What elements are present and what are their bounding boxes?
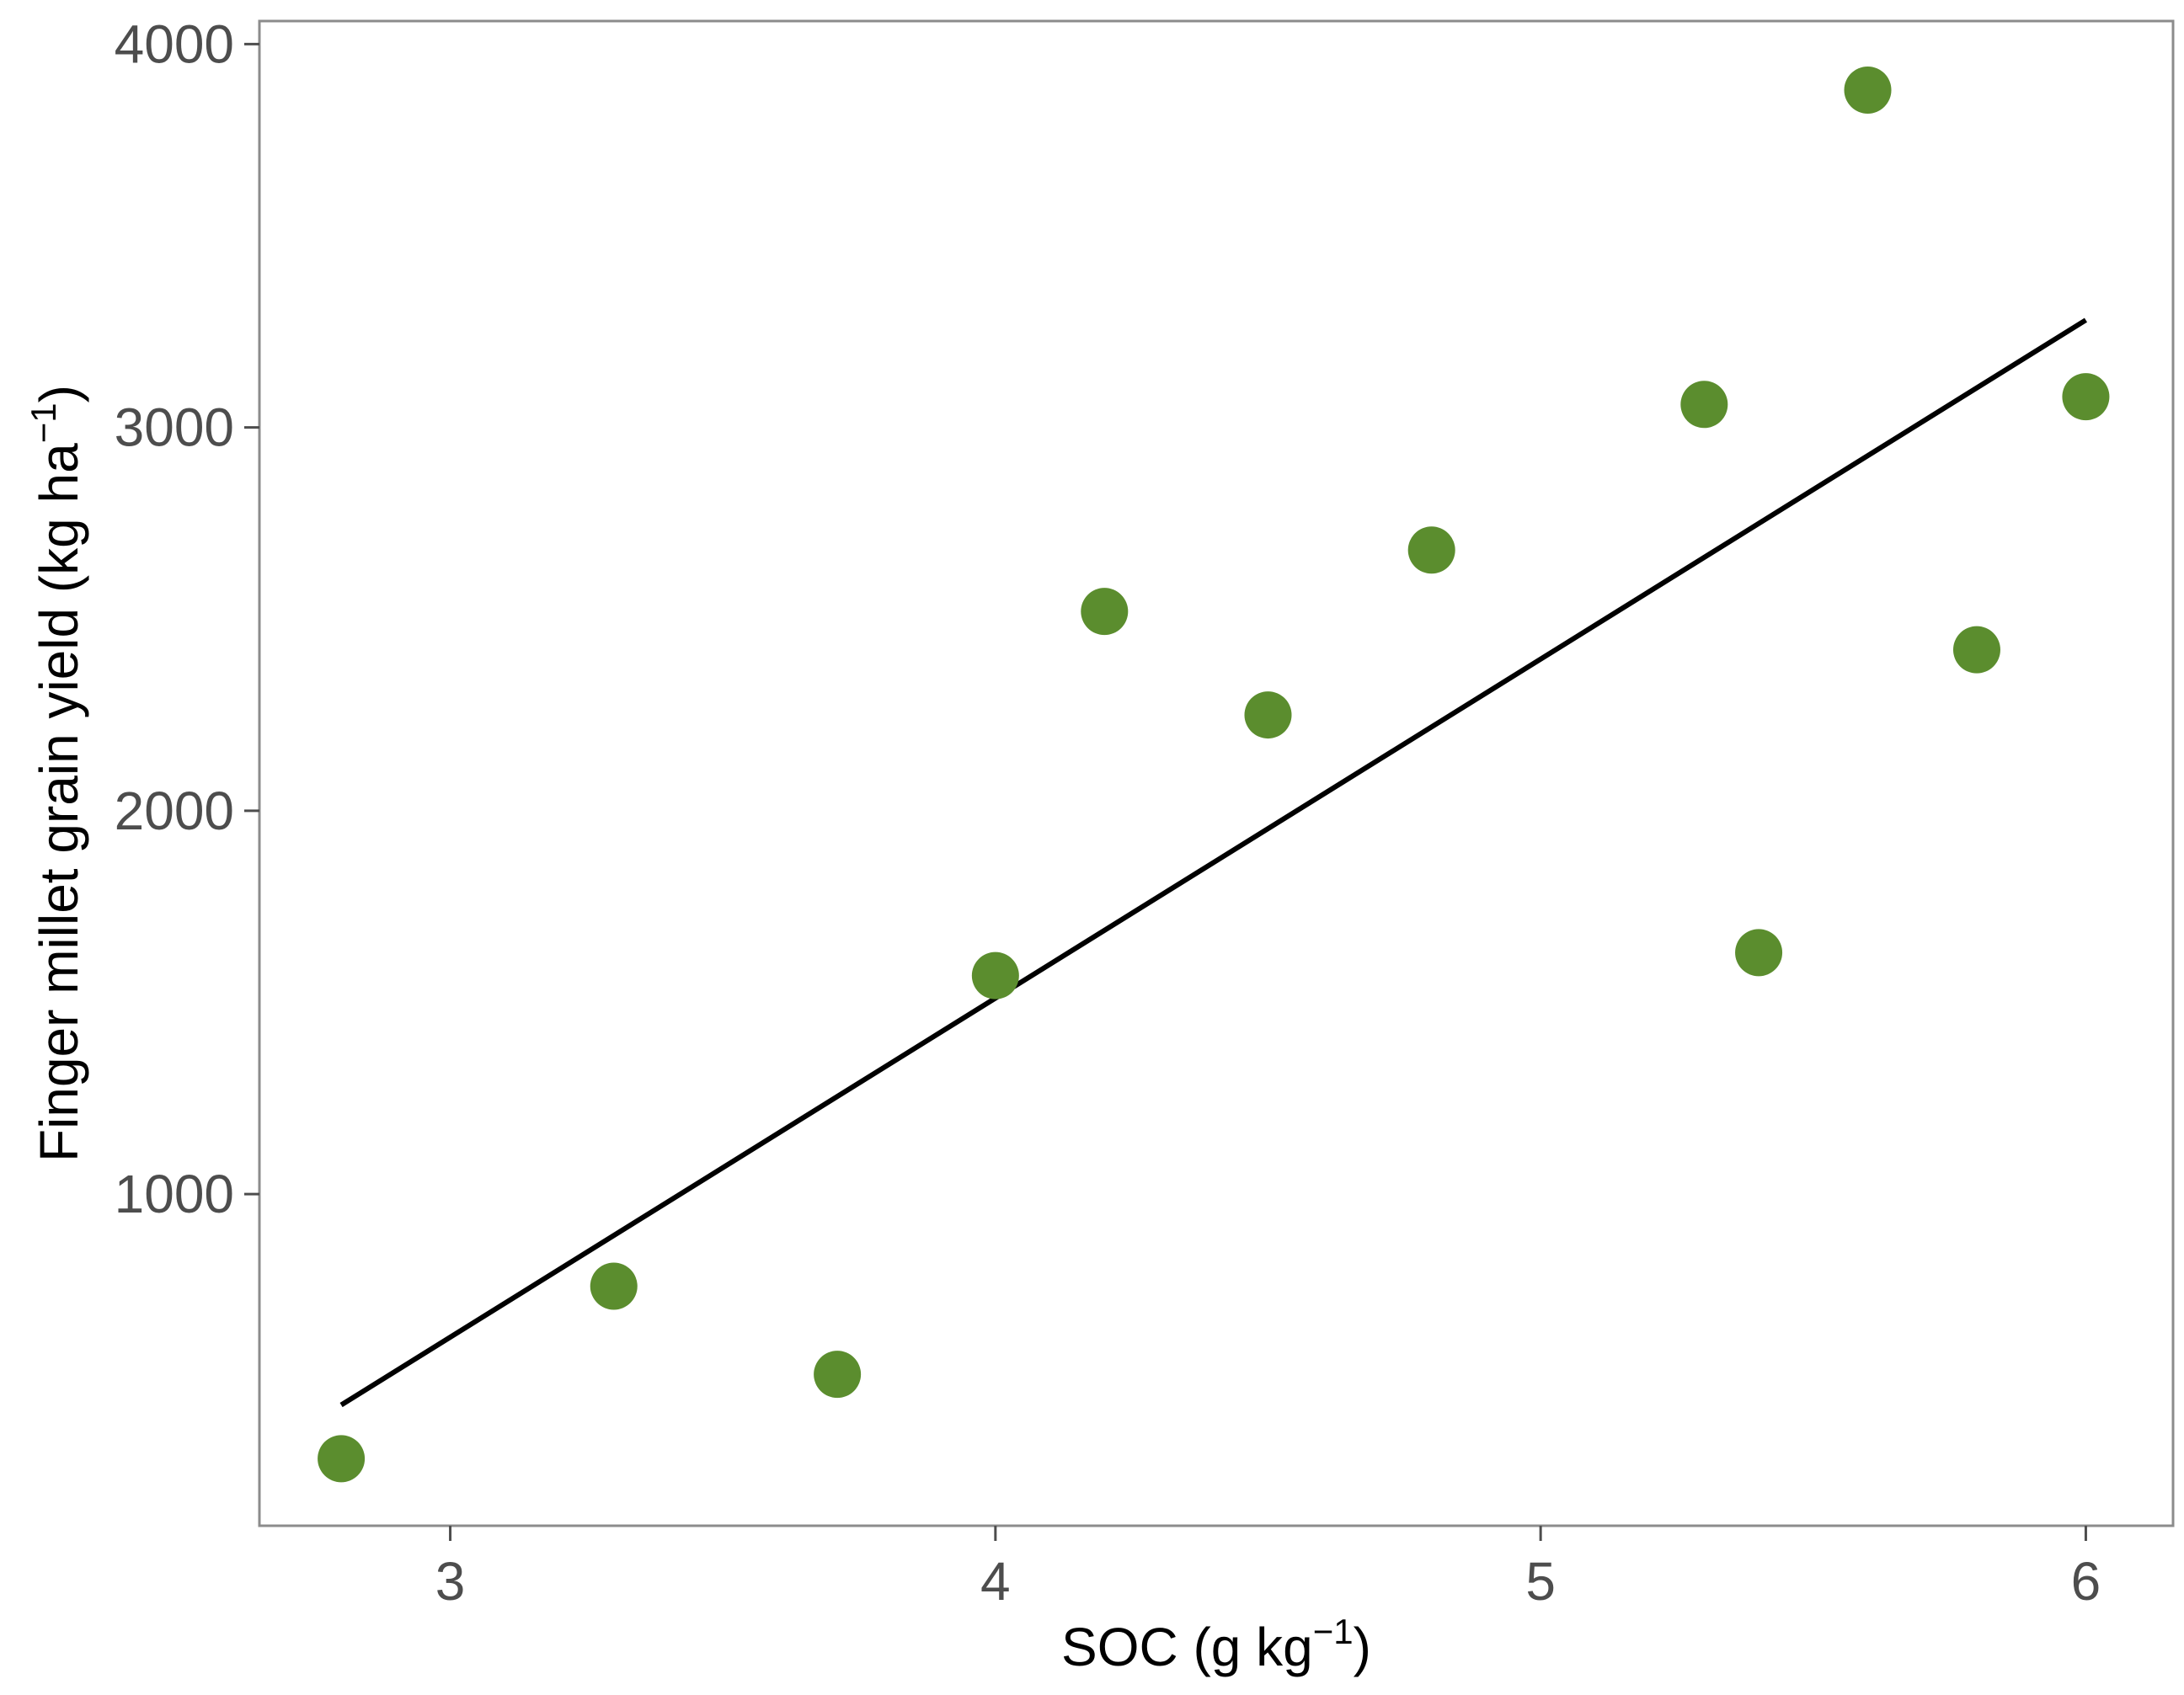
y-axis-title: Finger millet grain yield (kg ha−1) bbox=[24, 385, 89, 1162]
y-tick-label: 4000 bbox=[115, 13, 234, 74]
data-point bbox=[318, 1435, 366, 1483]
x-axis-title: SOC (g kg−1) bbox=[1061, 1612, 1371, 1677]
data-points-layer bbox=[318, 66, 2110, 1483]
y-axis-title-superscript: −1 bbox=[24, 402, 63, 443]
y-axis: 1000 2000 3000 4000 bbox=[115, 13, 259, 1224]
y-axis-title-close: ) bbox=[29, 385, 89, 402]
x-axis-title-superscript: −1 bbox=[1313, 1612, 1354, 1651]
data-point bbox=[1952, 626, 2000, 674]
y-tick-label: 1000 bbox=[115, 1164, 234, 1224]
fit-line-layer bbox=[339, 317, 2088, 1408]
x-tick-label: 4 bbox=[980, 1551, 1011, 1612]
x-tick-label: 5 bbox=[1525, 1551, 1556, 1612]
regression-line bbox=[339, 317, 2088, 1408]
data-point bbox=[1735, 929, 1783, 977]
y-tick-label: 3000 bbox=[115, 397, 234, 458]
data-point bbox=[814, 1351, 862, 1399]
plot-area bbox=[258, 19, 2175, 1527]
x-tick-label: 3 bbox=[435, 1551, 466, 1612]
plot-panel-border bbox=[258, 19, 2175, 1527]
data-point bbox=[971, 951, 1019, 999]
data-point bbox=[1407, 526, 1455, 574]
data-point bbox=[590, 1262, 638, 1310]
data-point bbox=[1844, 66, 1892, 114]
x-axis-title-close: ) bbox=[1354, 1617, 1371, 1677]
data-point bbox=[1244, 691, 1292, 739]
y-tick-label: 2000 bbox=[115, 781, 234, 841]
data-point bbox=[2062, 373, 2110, 421]
x-axis-title-main: SOC (g kg bbox=[1061, 1617, 1313, 1677]
data-point bbox=[1081, 588, 1129, 636]
x-axis: 3 4 5 6 bbox=[435, 1526, 2101, 1612]
y-axis-title-main: Finger millet grain yield (kg ha bbox=[29, 443, 89, 1162]
data-point bbox=[1680, 381, 1728, 429]
x-tick-label: 6 bbox=[2071, 1551, 2101, 1612]
